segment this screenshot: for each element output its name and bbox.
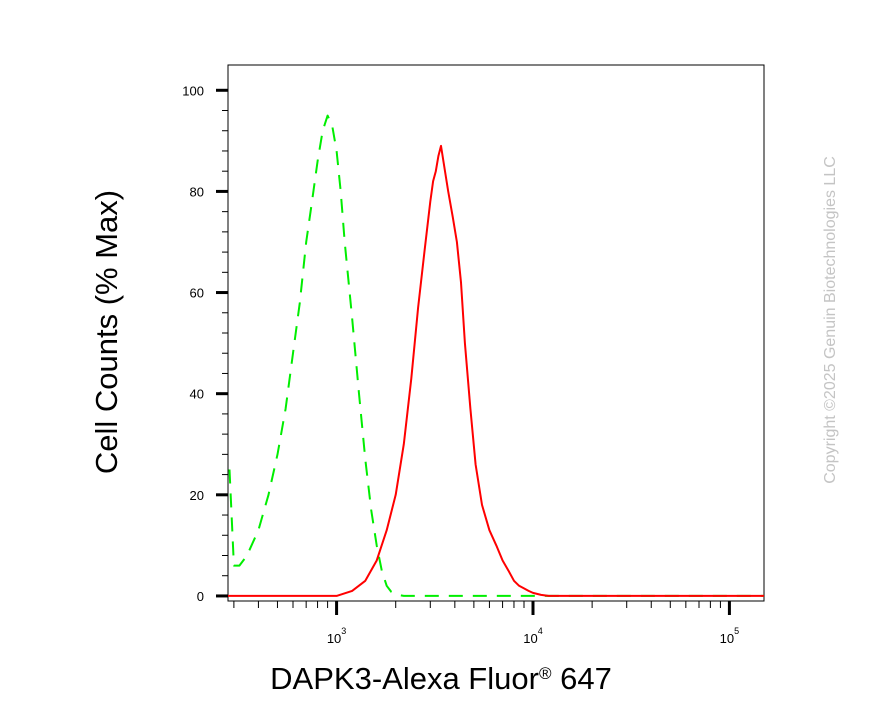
x-axis-title-tail: 647 — [551, 661, 611, 696]
y-tick-label: 40 — [190, 387, 204, 402]
x-tick-base: 10 — [720, 631, 734, 646]
x-axis-title-registered: ® — [539, 664, 552, 683]
y-axis-ticks: 0 20 40 60 80 100 — [182, 83, 228, 604]
x-tick-base: 10 — [327, 631, 341, 646]
x-tick-base: 10 — [523, 631, 537, 646]
y-tick-label: 100 — [182, 83, 204, 98]
y-tick-label: 80 — [190, 184, 204, 199]
x-tick-label: 105 — [720, 626, 739, 646]
x-tick-label: 104 — [523, 626, 542, 646]
series-layer — [228, 114, 764, 597]
x-tick-label: 103 — [327, 626, 346, 646]
y-tick-label: 0 — [197, 589, 204, 604]
x-tick-exponent: 4 — [538, 626, 543, 636]
y-axis-title: Cell Counts (% Max) — [89, 190, 124, 474]
x-tick-exponent: 3 — [341, 626, 346, 636]
y-tick-label: 20 — [190, 488, 204, 503]
plot-frame — [227, 64, 765, 602]
dapk3-histogram-line — [228, 144, 764, 597]
x-axis-ticks: 103 104 105 — [233, 601, 739, 646]
x-axis-title: DAPK3-Alexa Fluor® 647 — [270, 661, 612, 696]
control-histogram-line — [228, 114, 764, 597]
x-axis-title-main: DAPK3-Alexa Fluor — [270, 661, 539, 696]
x-tick-exponent: 5 — [734, 626, 739, 636]
y-tick-label: 60 — [190, 286, 204, 301]
copyright-watermark: Copyright ©2025 Genuin Biotechnologies L… — [822, 156, 839, 484]
